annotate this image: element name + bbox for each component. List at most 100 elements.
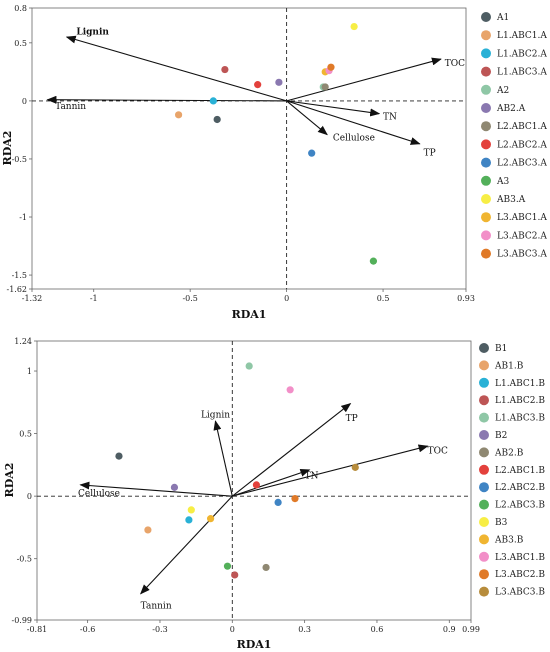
- vector-arrow-cellulose: [286, 100, 328, 136]
- y-tick-label: -1: [19, 213, 27, 222]
- legend-label: L3.ABC1.A: [497, 213, 547, 223]
- data-point: [369, 257, 378, 265]
- x-axis-title: RDA1: [232, 308, 267, 321]
- y-tick-label: 0: [22, 97, 27, 106]
- x-tick-label: 0.9: [443, 625, 456, 634]
- legend-marker: [479, 412, 489, 423]
- vector-label-lignin: Lignin: [201, 410, 230, 420]
- data-point: [174, 111, 183, 119]
- x-tick-label: 0: [284, 294, 289, 303]
- data-point: [262, 563, 270, 572]
- vector-arrow-tannin: [139, 495, 233, 595]
- data-point: [209, 97, 217, 105]
- data-point: [170, 483, 179, 491]
- legend-label: L3.ABC2.A: [497, 231, 547, 241]
- legend-label: L1.ABC3.A: [497, 68, 547, 78]
- legend-label: B3: [495, 518, 508, 528]
- legend-marker: [479, 499, 489, 510]
- data-point: [254, 81, 262, 89]
- x-tick-label: -1.32: [22, 294, 43, 303]
- vector-label-tp: TP: [424, 148, 436, 158]
- vector-label-tn: TN: [383, 112, 397, 122]
- x-tick-label: 0.3: [298, 625, 311, 634]
- axis-ticks: -0.81 -0.6 -0.3 0 0.3 0.6 0.9 0.99 1.24 1 0.5 0 -0.5…: [11, 337, 479, 634]
- x-tick-label: -1: [90, 294, 98, 303]
- legend-marker: [479, 517, 489, 527]
- legend-marker: [481, 175, 491, 186]
- x-tick-label: 0.99: [462, 625, 480, 634]
- x-tick-label: 0.5: [377, 294, 390, 303]
- legend-marker: [481, 139, 491, 150]
- legend-label: L1.ABC1.B: [495, 379, 545, 389]
- legend-label: A1: [496, 13, 509, 23]
- data-point: [252, 481, 261, 489]
- legend-label: B2: [495, 431, 507, 441]
- vectors: Lignin TP TOC TN Cellulose Tannin: [78, 402, 448, 612]
- points: [115, 362, 359, 579]
- legend-marker: [481, 121, 491, 132]
- y-tick-label: -0.99: [11, 616, 32, 625]
- legend-marker: [481, 103, 491, 113]
- data-point: [291, 495, 299, 503]
- vector-label-cellulose: Cellulose: [333, 133, 375, 143]
- data-point: [286, 386, 294, 394]
- plot-frame: [36, 340, 472, 621]
- y-tick-label: 0.5: [19, 430, 32, 439]
- vectors: Lignin TOC Tannin TN TP Cellulose: [46, 28, 465, 158]
- legend-label: L1.ABC1.A: [497, 31, 547, 41]
- vector-label-tp: TP: [346, 414, 358, 424]
- legend-label: AB2.B: [494, 448, 524, 458]
- vector-label-tn: TN: [305, 472, 319, 482]
- legend-marker: [479, 430, 489, 440]
- legend-label: L3.ABC3.A: [497, 250, 547, 260]
- data-point: [115, 452, 123, 460]
- legend-label: L1.ABC3.B: [495, 414, 545, 424]
- rda-panel-a: -1.32 -1 -0.5 0 0.5 0.93 0.8 0.5 0 -0.5 -1 -1.5 -1.6…: [1, 4, 547, 321]
- data-point: [321, 83, 329, 91]
- legend-label: L3.ABC2.B: [495, 570, 545, 580]
- y-tick-label: -0.5: [17, 555, 32, 564]
- data-point: [231, 571, 239, 579]
- legend-marker: [481, 84, 491, 95]
- legend-marker: [481, 230, 491, 241]
- data-point: [213, 115, 221, 124]
- legend-label: L2.ABC2.B: [495, 483, 545, 493]
- data-point: [275, 78, 283, 86]
- x-tick-label: 0: [230, 625, 235, 634]
- vector-arrow-tp: [286, 100, 421, 145]
- legend-marker: [481, 30, 491, 41]
- data-point: [350, 22, 358, 31]
- legend-marker: [481, 12, 491, 22]
- points: [174, 22, 378, 265]
- data-point: [221, 65, 229, 74]
- legend-label: AB1.B: [494, 361, 524, 371]
- legend-label: L2.ABC1.A: [497, 122, 547, 132]
- vector-arrow-tn: [286, 100, 381, 117]
- vector-arrow-lignin: [213, 420, 233, 497]
- x-axis-title: RDA1: [237, 638, 272, 651]
- y-tick-label: 1: [27, 367, 32, 376]
- legend: A1 L1.ABC1.A L1.ABC2.A L1.ABC3.A A2 AB2.A L2.A…: [481, 12, 547, 260]
- x-tick-label: -0.5: [182, 294, 197, 303]
- data-point: [185, 516, 193, 524]
- y-tick-label: 0: [27, 492, 32, 501]
- legend-marker: [479, 482, 489, 493]
- axis-ticks: -1.32 -1 -0.5 0 0.5 0.93 0.8 0.5 0 -0.5 -1 -1.5 -1.6…: [6, 4, 474, 303]
- legend-marker: [479, 343, 489, 353]
- vector-label-tannin: Tannin: [141, 602, 172, 612]
- legend-label: AB2.A: [496, 104, 526, 114]
- legend-marker: [479, 447, 489, 458]
- y-tick-label: 1.24: [14, 337, 32, 346]
- vector-arrow-toc: [232, 444, 429, 497]
- data-point: [187, 506, 195, 514]
- vector-label-lignin: Lignin: [76, 28, 109, 38]
- legend-label: AB3.A: [496, 195, 526, 205]
- vector-label-tannin: Tannin: [55, 102, 86, 112]
- legend-marker: [481, 157, 491, 168]
- legend-marker: [479, 464, 489, 475]
- y-tick-label: 0.5: [14, 39, 27, 48]
- y-tick-label: -1.62: [6, 285, 27, 294]
- legend-marker: [479, 534, 489, 545]
- vector-label-toc: TOC: [428, 447, 448, 457]
- data-point: [207, 515, 215, 523]
